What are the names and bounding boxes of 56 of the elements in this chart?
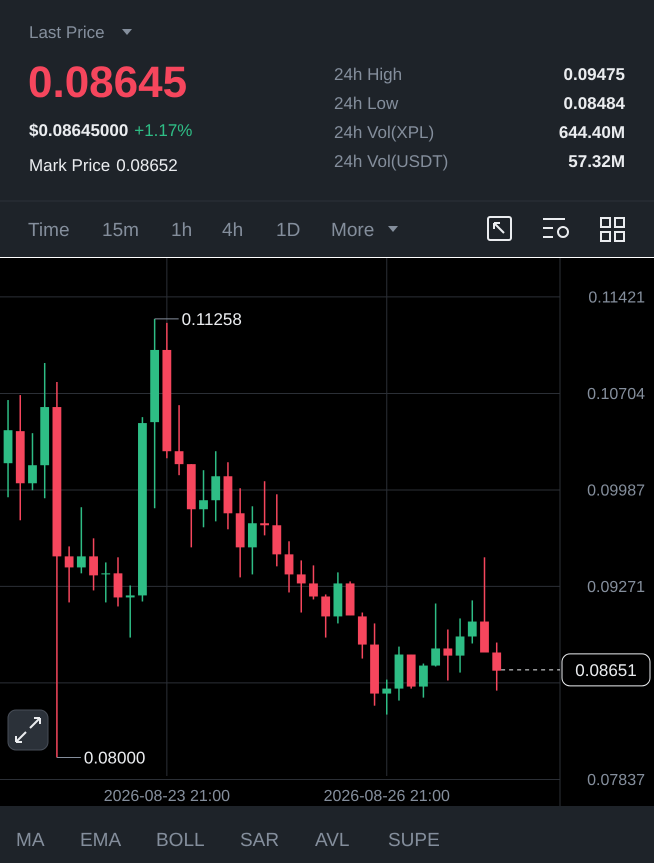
text: 0.08652 [116,156,178,175]
candlestick [309,564,318,600]
candlestick [382,678,392,716]
candlestick [456,618,464,674]
text: 24h Low [334,94,399,113]
text: 1D [276,220,300,241]
candlestick [89,538,98,592]
candlestick [468,600,477,644]
text: 1h [171,220,192,241]
candlestick [260,480,269,536]
candlestick [419,662,428,698]
candlestick [443,628,452,682]
text: 0.08645 [28,58,188,107]
text: $0.08645000 [29,121,128,140]
candlestick [284,540,294,594]
candlestick [28,432,37,492]
text: 57.32M [568,152,625,171]
text: 24h Vol(USDT) [334,152,448,171]
text: More [331,220,374,241]
candlestick [174,404,184,476]
candlestick [431,602,440,668]
x-tick-label: 2026-08-23 21:00 [104,788,230,805]
y-tick-label: 0.09271 [587,578,646,596]
candlestick [321,594,330,638]
text: AVL [315,830,350,851]
text: +1.17% [134,121,192,140]
candlestick [126,584,135,638]
ref-line-label: 0.08651 [575,660,637,680]
candlestick [211,450,220,522]
text: MA [16,830,45,851]
text: SUPE [388,830,440,851]
y-tick-label: 0.10704 [587,386,646,404]
x-tick-label: 2026-08-26 21:00 [324,788,450,805]
text: BOLL [156,830,205,851]
text: Mark Price [29,156,110,175]
y-tick-label: 0.07837 [587,772,646,790]
candlestick [492,642,502,692]
text: 644.40M [558,123,625,142]
candlestick [296,560,306,614]
candlestick [64,546,74,604]
text: 15m [102,220,139,241]
y-tick-label: 0.11421 [588,290,646,307]
candlestick [199,469,208,528]
text: 24h Vol(XPL) [334,123,434,142]
annotation: 0.08000 [84,748,146,768]
text: 4h [222,220,244,241]
text: SAR [240,830,280,851]
text: 0.08484 [564,94,626,113]
annotation: 0.11258 [182,310,242,329]
y-tick-label: 0.09987 [587,482,646,500]
text: 24h High [334,65,402,84]
text: Last Price [29,23,105,42]
candlestick [76,506,86,574]
text: EMA [80,830,122,851]
text: Time [28,220,70,241]
text: 0.09475 [564,65,625,84]
